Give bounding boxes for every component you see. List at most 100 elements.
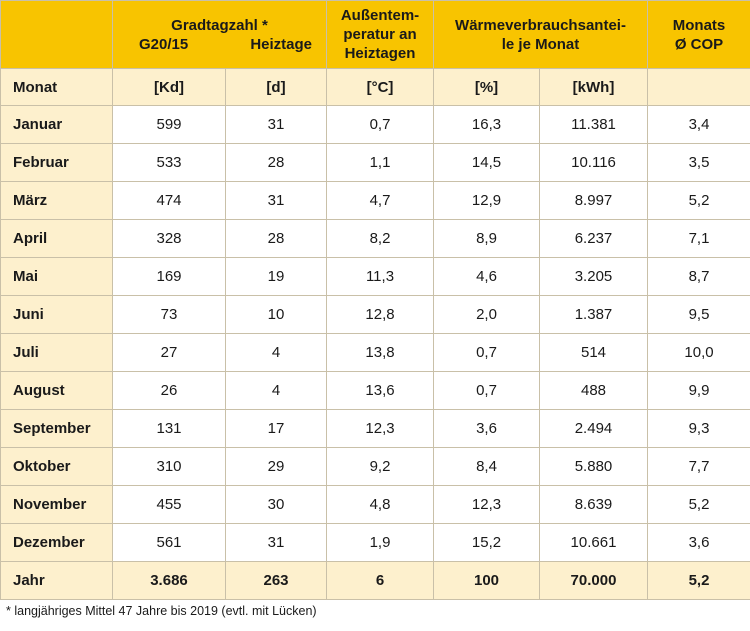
cell-pct: 0,7 (433, 371, 540, 410)
header-gradtagzahl: Gradtagzahl * G20/15 Heiztage (112, 0, 327, 69)
header-gradtagzahl-title: Gradtagzahl * (171, 16, 268, 34)
cell-monat: Dezember (0, 523, 113, 562)
cell-d: 28 (225, 219, 327, 258)
cell-d: 28 (225, 143, 327, 182)
total-cop: 5,2 (647, 561, 750, 600)
table-row: März 474 31 4,7 12,9 8.997 5,2 (0, 181, 750, 220)
cell-kwh: 11.381 (539, 105, 648, 144)
cell-temp: 13,8 (326, 333, 434, 372)
cell-temp: 0,7 (326, 105, 434, 144)
cell-pct: 16,3 (433, 105, 540, 144)
cell-kd: 328 (112, 219, 226, 258)
cell-cop: 5,2 (647, 181, 750, 220)
table-row: Juli 27 4 13,8 0,7 514 10,0 (0, 333, 750, 372)
cell-d: 4 (225, 371, 327, 410)
cell-kwh: 6.237 (539, 219, 648, 258)
cell-monat: Oktober (0, 447, 113, 486)
cell-kd: 26 (112, 371, 226, 410)
table-row: Februar 533 28 1,1 14,5 10.116 3,5 (0, 143, 750, 182)
total-monat: Jahr (0, 561, 113, 600)
cell-kd: 474 (112, 181, 226, 220)
cell-d: 29 (225, 447, 327, 486)
footnote: * langjähriges Mittel 47 Jahre bis 2019 … (6, 604, 317, 618)
cell-d: 4 (225, 333, 327, 372)
header-g20-15: G20/15 (139, 35, 189, 53)
unit-celsius: [°C] (326, 68, 434, 106)
cell-d: 31 (225, 523, 327, 562)
cell-kwh: 5.880 (539, 447, 648, 486)
monthly-heat-table: Gradtagzahl * G20/15 Heiztage Außentem- … (0, 0, 750, 600)
cell-kwh: 2.494 (539, 409, 648, 448)
table-row: August 26 4 13,6 0,7 488 9,9 (0, 371, 750, 410)
table-row: September 131 17 12,3 3,6 2.494 9,3 (0, 409, 750, 448)
total-kd: 3.686 (112, 561, 226, 600)
cell-d: 10 (225, 295, 327, 334)
header-row: Gradtagzahl * G20/15 Heiztage Außentem- … (0, 0, 750, 69)
cell-cop: 9,9 (647, 371, 750, 410)
cell-monat: April (0, 219, 113, 258)
cell-kd: 599 (112, 105, 226, 144)
total-kwh: 70.000 (539, 561, 648, 600)
cell-cop: 8,7 (647, 257, 750, 296)
unit-row: Monat [Kd] [d] [°C] [%] [kWh] (0, 68, 750, 106)
cell-kd: 73 (112, 295, 226, 334)
cell-pct: 3,6 (433, 409, 540, 448)
cell-d: 19 (225, 257, 327, 296)
cell-temp: 4,8 (326, 485, 434, 524)
cell-pct: 12,3 (433, 485, 540, 524)
header-heiztage: Heiztage (250, 35, 312, 53)
cell-temp: 12,8 (326, 295, 434, 334)
cell-cop: 7,1 (647, 219, 750, 258)
cell-temp: 8,2 (326, 219, 434, 258)
cell-pct: 2,0 (433, 295, 540, 334)
cell-monat: März (0, 181, 113, 220)
table-row: November 455 30 4,8 12,3 8.639 5,2 (0, 485, 750, 524)
cell-cop: 9,5 (647, 295, 750, 334)
cell-temp: 11,3 (326, 257, 434, 296)
cell-cop: 10,0 (647, 333, 750, 372)
cell-kd: 533 (112, 143, 226, 182)
unit-percent: [%] (433, 68, 540, 106)
cell-pct: 8,4 (433, 447, 540, 486)
unit-d: [d] (225, 68, 327, 106)
cell-kd: 131 (112, 409, 226, 448)
cell-d: 17 (225, 409, 327, 448)
cell-temp: 4,7 (326, 181, 434, 220)
cell-pct: 0,7 (433, 333, 540, 372)
table-row: Januar 599 31 0,7 16,3 11.381 3,4 (0, 105, 750, 144)
header-monats-cop: Monats Ø COP (647, 0, 750, 69)
cell-cop: 3,6 (647, 523, 750, 562)
cell-kd: 455 (112, 485, 226, 524)
cell-temp: 13,6 (326, 371, 434, 410)
unit-cop (647, 68, 750, 106)
cell-cop: 9,3 (647, 409, 750, 448)
cell-kwh: 8.639 (539, 485, 648, 524)
cell-pct: 8,9 (433, 219, 540, 258)
cell-kwh: 488 (539, 371, 648, 410)
table-row: Dezember 561 31 1,9 15,2 10.661 3,6 (0, 523, 750, 562)
table-row: Mai 169 19 11,3 4,6 3.205 8,7 (0, 257, 750, 296)
cell-kwh: 10.661 (539, 523, 648, 562)
cell-kwh: 3.205 (539, 257, 648, 296)
cell-kd: 169 (112, 257, 226, 296)
cell-monat: September (0, 409, 113, 448)
header-aussentemperatur: Außentem- peratur an Heiztagen (326, 0, 434, 69)
cell-pct: 14,5 (433, 143, 540, 182)
cell-monat: Juni (0, 295, 113, 334)
cell-d: 31 (225, 105, 327, 144)
cell-kd: 310 (112, 447, 226, 486)
cell-monat: Februar (0, 143, 113, 182)
unit-kd: [Kd] (112, 68, 226, 106)
cell-monat: November (0, 485, 113, 524)
total-pct: 100 (433, 561, 540, 600)
cell-kwh: 1.387 (539, 295, 648, 334)
total-temp: 6 (326, 561, 434, 600)
cell-temp: 1,9 (326, 523, 434, 562)
cell-cop: 3,4 (647, 105, 750, 144)
cell-kd: 561 (112, 523, 226, 562)
cell-monat: August (0, 371, 113, 410)
unit-monat: Monat (0, 68, 113, 106)
cell-pct: 12,9 (433, 181, 540, 220)
cell-kwh: 8.997 (539, 181, 648, 220)
